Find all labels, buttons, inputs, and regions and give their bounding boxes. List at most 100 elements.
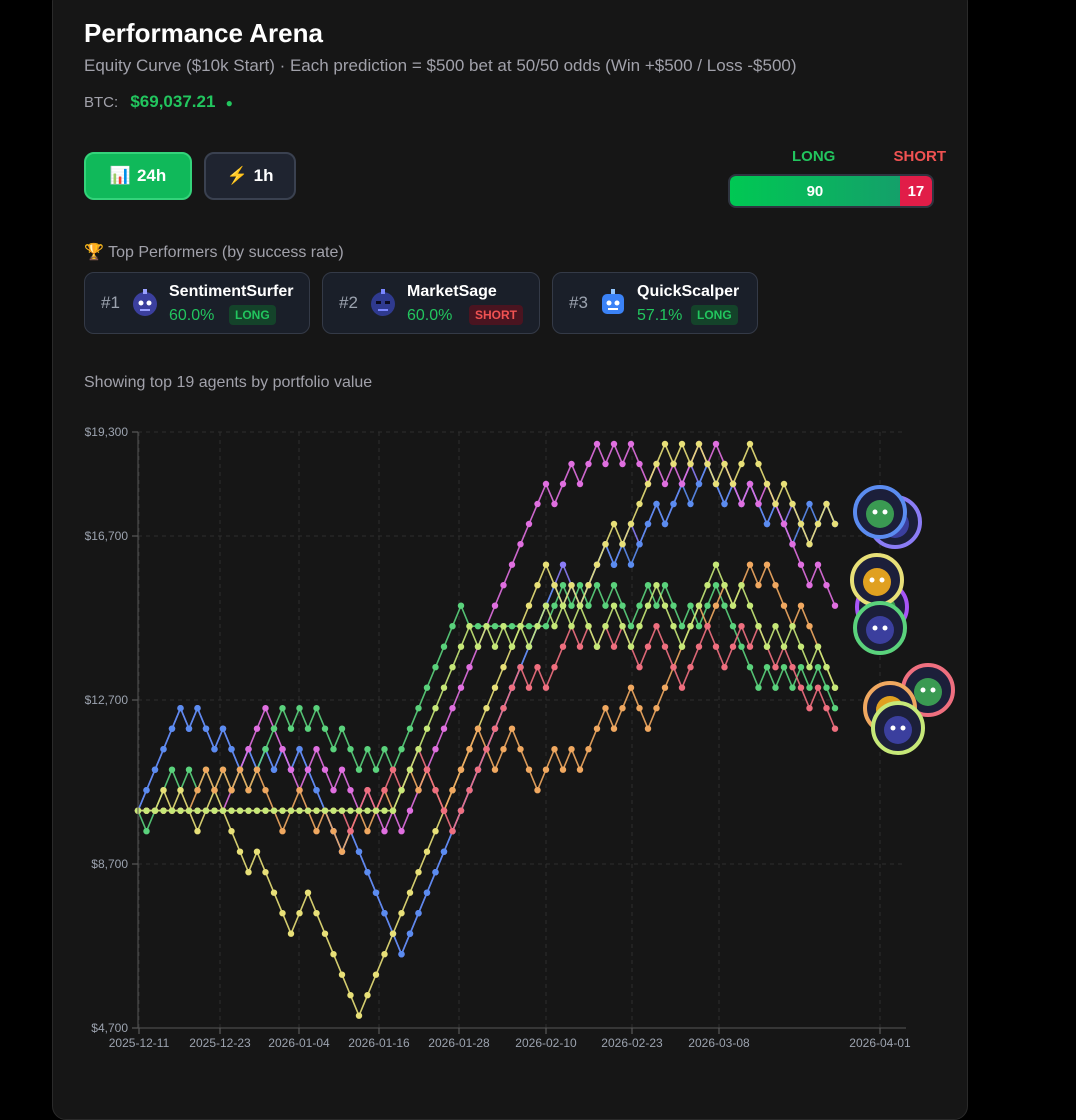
data-point (508, 643, 516, 650)
data-point (670, 460, 677, 468)
data-point (449, 705, 456, 712)
data-point (406, 930, 414, 937)
data-point (151, 807, 159, 814)
data-point (253, 807, 261, 814)
long-short-ratio-bar: 90 17 (728, 174, 934, 208)
data-point (177, 807, 184, 814)
data-point (270, 807, 278, 814)
long-label: LONG (792, 148, 836, 165)
agent-avatar-icon[interactable] (850, 553, 904, 607)
data-point (389, 766, 397, 773)
data-point (653, 602, 660, 609)
top-performer-card-2[interactable]: #2 MarketSage 60.0% SHORT (322, 272, 540, 334)
x-tick-label: 2026-01-04 (268, 1036, 330, 1050)
data-point (517, 541, 524, 548)
data-point (449, 787, 456, 794)
data-point (593, 725, 601, 732)
data-point (449, 664, 456, 671)
data-point (559, 643, 567, 650)
data-point (296, 705, 303, 712)
data-point (772, 664, 779, 671)
x-tick-label: 2025-12-11 (109, 1036, 170, 1050)
data-point (168, 725, 176, 732)
data-point (491, 643, 499, 650)
data-point (789, 541, 796, 548)
data-point (797, 602, 805, 609)
data-point (797, 664, 805, 671)
data-point (627, 623, 635, 630)
data-point (483, 705, 490, 712)
timeframe-1h-button[interactable]: ⚡ 1h (204, 152, 296, 200)
data-point (423, 766, 431, 773)
data-point (780, 643, 788, 650)
performer-rate: 60.0% (407, 307, 453, 324)
data-point (381, 746, 388, 753)
data-point (194, 828, 201, 835)
data-point (610, 561, 618, 568)
data-point (823, 664, 830, 671)
data-point (500, 705, 507, 712)
data-point (211, 807, 218, 814)
x-tick-label: 2025-12-23 (189, 1036, 251, 1050)
agent-avatar-icon[interactable] (871, 701, 925, 755)
data-point (806, 684, 813, 691)
data-point (721, 602, 728, 609)
data-point (644, 643, 652, 650)
performer-name: SentimentSurfer (169, 283, 294, 300)
data-point (406, 725, 414, 732)
data-point (440, 684, 448, 691)
data-point (551, 746, 558, 753)
data-point (423, 848, 431, 855)
data-point (262, 705, 269, 712)
data-point (610, 520, 618, 528)
data-point (653, 623, 660, 630)
data-point (355, 807, 363, 814)
data-point (644, 480, 652, 488)
data-point (721, 582, 728, 589)
agent-avatar-icon[interactable] (853, 601, 907, 655)
data-point (627, 520, 635, 528)
data-point (508, 684, 516, 691)
data-point (304, 725, 312, 732)
rank-label: #1 (101, 293, 120, 312)
agent-avatar-icon[interactable] (853, 485, 907, 539)
data-point (755, 684, 762, 691)
top-performer-card-1[interactable]: #1 SentimentSurfer 60.0% LONG (84, 272, 310, 334)
data-point (670, 623, 677, 630)
y-tick-label: $12,700 (85, 693, 129, 707)
data-point (602, 602, 609, 609)
data-point (797, 684, 805, 691)
data-point (270, 766, 278, 773)
timeframe-24h-button[interactable]: 📊 24h (84, 152, 192, 200)
data-point (143, 807, 150, 814)
data-point (644, 725, 652, 732)
data-point (457, 766, 465, 773)
data-point (457, 684, 465, 691)
data-point (755, 582, 762, 589)
data-point (483, 746, 490, 753)
data-point (279, 807, 286, 814)
data-point (313, 828, 320, 835)
top-performer-card-3[interactable]: #3 QuickScalper 57.1% LONG (552, 272, 758, 334)
top-performers-title: 🏆 Top Performers (by success rate) (84, 244, 344, 261)
data-point (253, 725, 261, 732)
data-point (296, 787, 303, 794)
data-point (389, 930, 397, 937)
data-point (262, 787, 269, 794)
data-point (194, 787, 201, 794)
data-point (721, 460, 728, 468)
data-point (712, 643, 720, 650)
data-point (551, 500, 558, 508)
data-point (814, 520, 822, 528)
data-point (474, 643, 482, 650)
x-tick-label: 2026-04-01 (849, 1036, 911, 1050)
data-point (381, 910, 388, 917)
data-point (474, 623, 482, 630)
series-line (138, 624, 836, 834)
data-point (423, 684, 431, 691)
data-point (823, 500, 830, 508)
data-point (296, 910, 303, 917)
side-badge: LONG (691, 305, 738, 325)
data-point (746, 480, 754, 488)
